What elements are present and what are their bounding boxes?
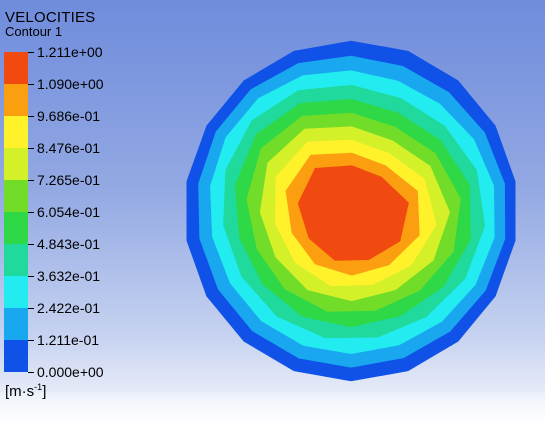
- legend-swatch: [4, 308, 28, 340]
- legend-tick-label: 1.211e-01: [37, 332, 100, 348]
- unit-exponent: -1: [34, 382, 43, 392]
- legend-tick: [28, 340, 34, 341]
- legend-tick-label: 6.054e-01: [37, 204, 101, 220]
- legend-tick: [28, 84, 34, 85]
- legend-swatch: [4, 212, 28, 244]
- legend-swatch: [4, 244, 28, 276]
- legend-subtitle: Contour 1: [5, 24, 63, 39]
- legend-tick-label: 1.090e+00: [37, 76, 104, 92]
- legend-swatch: [4, 84, 28, 116]
- legend-tick-label: 3.632e-01: [37, 268, 101, 284]
- legend-swatch: [4, 340, 28, 372]
- contour-band: [297, 165, 409, 261]
- legend-tick-label: 9.686e-01: [37, 108, 101, 124]
- legend-tick: [28, 52, 34, 53]
- legend-tick-label: 2.422e-01: [37, 300, 101, 316]
- viewport-bottom-fade: [0, 392, 545, 421]
- legend-swatch: [4, 180, 28, 212]
- legend-swatch: [4, 116, 28, 148]
- legend-tick-label: 0.000e+00: [37, 364, 104, 380]
- legend-tick-label: 8.476e-01: [37, 140, 101, 156]
- unit-base: [m·s: [5, 383, 35, 400]
- legend-tick: [28, 308, 34, 309]
- unit-close: ]: [42, 383, 47, 400]
- legend-tick: [28, 148, 34, 149]
- color-legend-bar: [4, 52, 28, 372]
- legend-swatch: [4, 52, 28, 84]
- legend-tick: [28, 276, 34, 277]
- legend-tick: [28, 116, 34, 117]
- legend-tick: [28, 244, 34, 245]
- legend-tick: [28, 212, 34, 213]
- legend-swatch: [4, 148, 28, 180]
- legend-swatch: [4, 276, 28, 308]
- legend-tick-label: 7.265e-01: [37, 172, 101, 188]
- legend-tick-label: 1.211e+00: [37, 44, 103, 60]
- legend-unit: [m·s-1]: [5, 382, 46, 400]
- legend-tick: [28, 180, 34, 181]
- legend-tick-label: 4.843e-01: [37, 236, 101, 252]
- legend-tick: [28, 372, 34, 373]
- legend-title: VELOCITIES: [5, 9, 96, 26]
